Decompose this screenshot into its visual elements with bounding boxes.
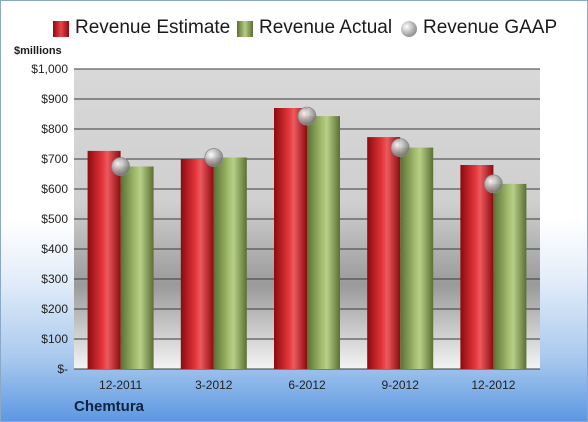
legend: Revenue Estimate Revenue Actual Revenue … bbox=[1, 16, 587, 42]
point-revenue-gaap bbox=[390, 138, 410, 158]
legend-swatch-revenue-actual bbox=[237, 21, 253, 37]
legend-label-revenue-actual: Revenue Actual bbox=[259, 17, 393, 38]
y-axis-unit-label: $millions bbox=[14, 45, 62, 57]
y-tick-label: $200 bbox=[41, 302, 68, 316]
y-tick-label: $700 bbox=[41, 152, 68, 166]
bar-revenue-actual bbox=[400, 147, 434, 369]
y-tick-label: $1,000 bbox=[31, 62, 68, 76]
y-tick-label: $300 bbox=[41, 272, 68, 286]
y-tick-label: $- bbox=[57, 362, 68, 376]
bar-revenue-estimate bbox=[460, 165, 494, 369]
x-tick-label: 3-2012 bbox=[195, 378, 233, 392]
y-tick-label: $600 bbox=[41, 182, 68, 196]
bar-revenue-actual bbox=[307, 116, 340, 369]
y-axis-ticks: $- $100 $200 $300 $400 $500 $600 $700 $800 $900 $1… bbox=[31, 62, 68, 376]
y-tick-label: $400 bbox=[41, 242, 68, 256]
legend-swatch-revenue-estimate bbox=[53, 21, 69, 37]
y-tick-label: $100 bbox=[41, 332, 68, 346]
point-revenue-gaap bbox=[297, 106, 317, 126]
bar-revenue-actual bbox=[120, 166, 154, 369]
y-tick-label: $800 bbox=[41, 122, 68, 136]
gaap-points bbox=[111, 106, 503, 194]
bar-revenue-actual bbox=[213, 157, 247, 369]
legend-swatch-revenue-gaap bbox=[401, 21, 417, 37]
bar-revenue-estimate bbox=[274, 108, 307, 369]
x-tick-label: 9-2012 bbox=[382, 378, 420, 392]
bar-revenue-estimate bbox=[367, 137, 401, 369]
bar-revenue-estimate bbox=[180, 159, 214, 369]
company-name: Chemtura bbox=[74, 398, 145, 415]
point-revenue-gaap bbox=[111, 157, 130, 176]
legend-label-revenue-gaap: Revenue GAAP bbox=[423, 17, 558, 38]
bars bbox=[87, 108, 527, 369]
legend-label-revenue-estimate: Revenue Estimate bbox=[75, 17, 231, 38]
x-tick-label: 12-2011 bbox=[99, 378, 142, 392]
bar-revenue-actual bbox=[493, 183, 527, 369]
bar-revenue-estimate bbox=[87, 150, 121, 369]
x-tick-label: 12-2012 bbox=[471, 378, 515, 392]
point-revenue-gaap bbox=[483, 174, 503, 194]
x-axis-ticks: 12-2011 3-2012 6-2012 9-2012 12-2012 bbox=[99, 378, 516, 392]
y-tick-label: $500 bbox=[41, 212, 68, 226]
x-tick-label: 6-2012 bbox=[288, 378, 326, 392]
point-revenue-gaap bbox=[204, 148, 224, 167]
y-tick-label: $900 bbox=[41, 92, 68, 106]
